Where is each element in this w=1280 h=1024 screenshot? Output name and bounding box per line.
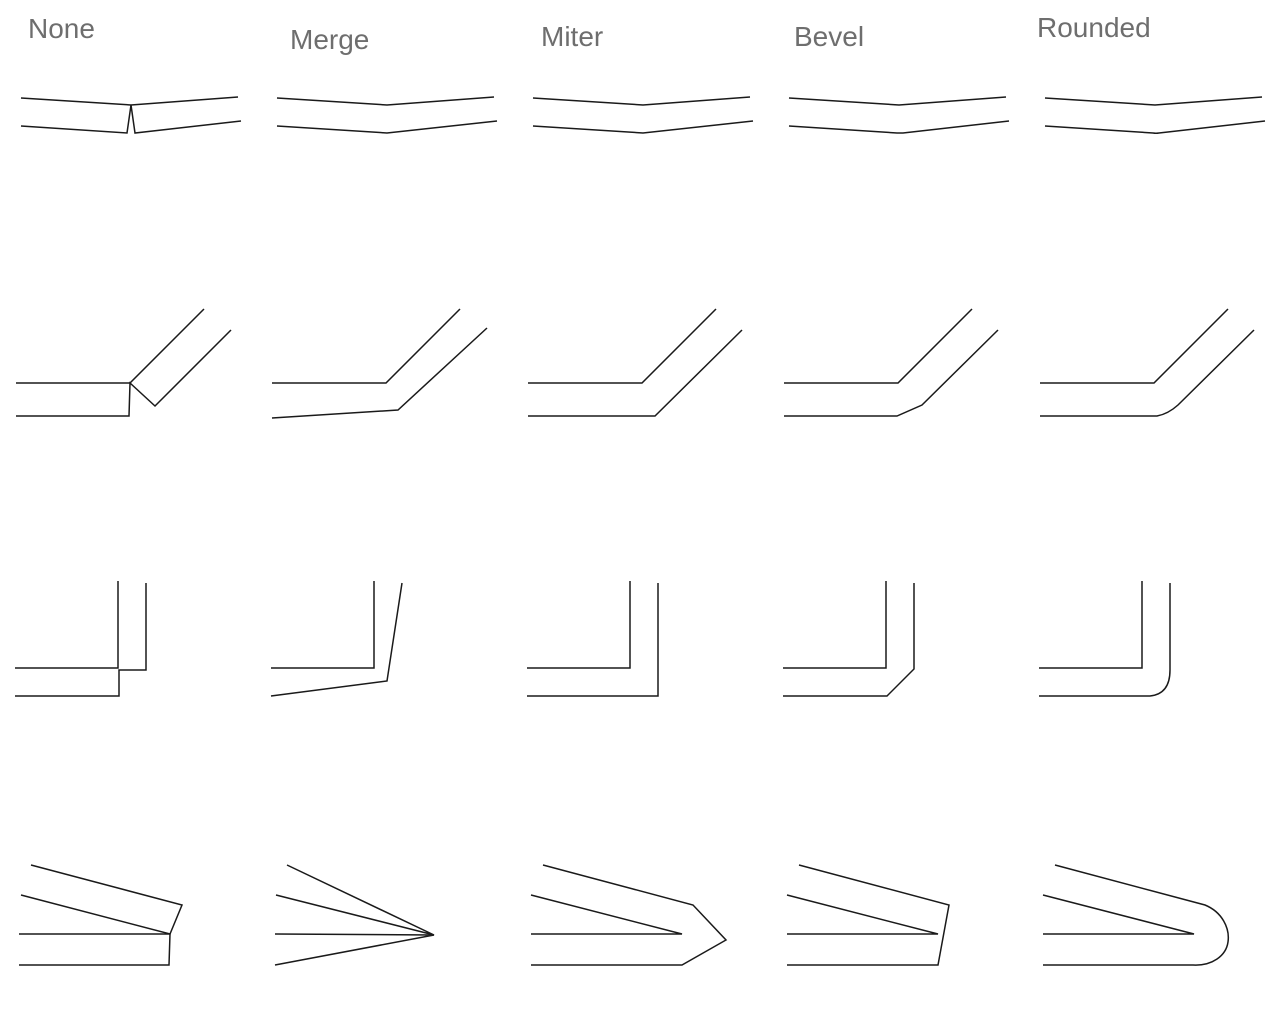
stroke-edge xyxy=(276,120,498,134)
stroke-edge xyxy=(16,329,232,417)
stroke-edge xyxy=(1044,120,1266,134)
shallow-join-merge xyxy=(276,96,498,134)
stroke-edge xyxy=(788,120,1010,134)
diagonal-join-none xyxy=(16,308,232,417)
shallow-join-rounded xyxy=(1044,96,1266,134)
stroke-edge xyxy=(1039,581,1143,669)
stroke-edge xyxy=(271,327,488,419)
header-miter: Miter xyxy=(541,21,604,52)
stroke-edge xyxy=(276,96,495,106)
stroke-edge xyxy=(530,894,683,935)
shallow-join-bevel xyxy=(788,96,1010,134)
stroke-edge xyxy=(20,864,184,935)
stroke-edge xyxy=(528,308,717,384)
diagonal-join-miter xyxy=(528,308,743,417)
stroke-edge xyxy=(272,308,461,384)
stroke-edge xyxy=(527,581,631,669)
stroke-edge xyxy=(783,583,915,697)
stroke-edge xyxy=(532,96,751,106)
acute-join-miter xyxy=(530,864,728,966)
acute-join-merge xyxy=(274,864,435,966)
stroke-edge xyxy=(784,308,973,384)
header-none: None xyxy=(28,13,95,44)
stroke-edge xyxy=(531,864,728,966)
stroke-edge xyxy=(1044,96,1263,106)
diagonal-join-bevel xyxy=(784,308,999,417)
header-bevel: Bevel xyxy=(794,21,865,52)
shallow-join-miter xyxy=(532,96,754,134)
stroke-edge xyxy=(16,308,205,384)
stroke-edge xyxy=(19,933,171,966)
stroke-edge xyxy=(783,581,887,669)
right-angle-join-rounded xyxy=(1039,581,1171,697)
acute-join-rounded xyxy=(1042,864,1230,966)
diagonal-join-merge xyxy=(271,308,488,419)
stroke-edge xyxy=(274,933,435,966)
stroke-edge xyxy=(1039,583,1171,697)
stroke-edge xyxy=(528,329,743,417)
stroke-edge xyxy=(786,894,939,935)
stroke-edge xyxy=(1040,329,1255,417)
shallow-join-none xyxy=(20,96,242,134)
stroke-edge xyxy=(271,581,375,669)
stroke-edge xyxy=(1040,308,1229,384)
stroke-edge xyxy=(20,96,239,106)
stroke-edge xyxy=(275,864,435,936)
stroke-edge xyxy=(1042,894,1195,935)
acute-join-bevel xyxy=(786,864,950,966)
stroke-edge xyxy=(527,583,659,697)
stroke-edge xyxy=(15,581,119,669)
right-angle-join-none xyxy=(15,581,147,697)
right-angle-join-miter xyxy=(527,581,659,697)
stroke-edge xyxy=(788,96,1007,106)
acute-join-none xyxy=(19,864,184,966)
header-rounded: Rounded xyxy=(1037,12,1151,43)
right-angle-join-bevel xyxy=(783,581,915,697)
diagonal-join-rounded xyxy=(1040,308,1255,417)
stroke-edge xyxy=(1043,864,1230,966)
right-angle-join-merge xyxy=(270,581,403,697)
stroke-edge xyxy=(20,104,242,134)
stroke-edge xyxy=(270,582,403,697)
stroke-edge xyxy=(787,864,950,966)
stroke-edge xyxy=(15,583,147,697)
stroke-edge xyxy=(532,120,754,134)
stroke-edge xyxy=(784,329,999,417)
header-merge: Merge xyxy=(290,24,370,55)
